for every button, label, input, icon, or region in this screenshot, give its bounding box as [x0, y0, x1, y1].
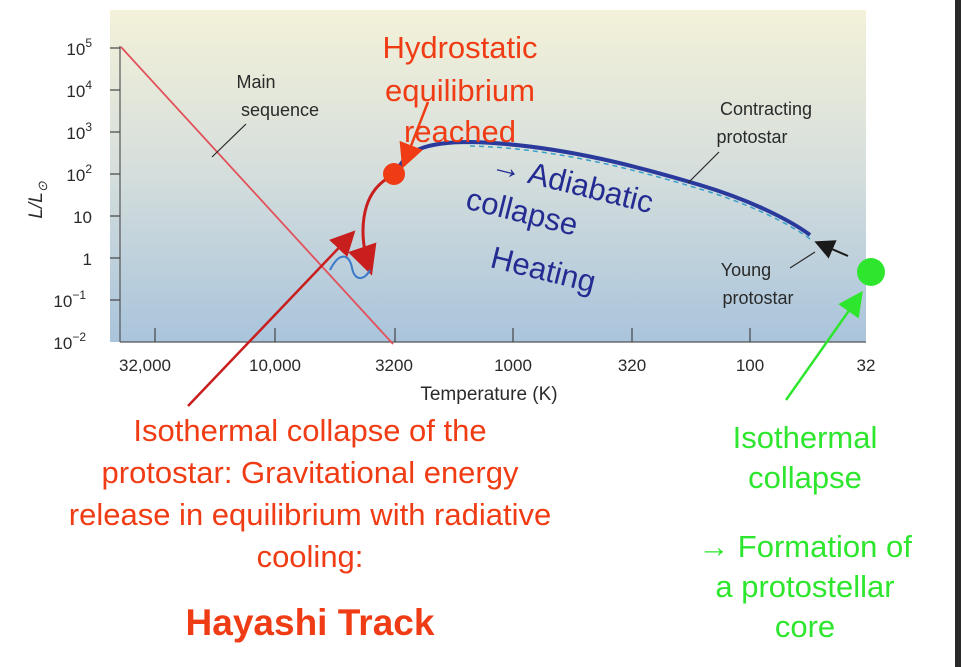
main-sequence-leader: [211, 123, 247, 158]
hydrostatic-annotation: Hydrostatic equilibrium reached: [382, 30, 537, 149]
y-tick-label: 104: [66, 78, 92, 101]
formation-line: core: [774, 609, 836, 644]
isothermal-collapse-line: protostar: Gravitational energy: [101, 455, 519, 490]
formation-text: → Formation of a protostellar core: [655, 527, 955, 647]
track-wiggle: [329, 255, 371, 279]
y-tick-label: 103: [66, 120, 92, 143]
isothermal-collapse-line: cooling:: [256, 539, 364, 574]
contracting-track: [393, 139, 812, 237]
isothermal-green-arrow: [784, 290, 863, 401]
hydrostatic-arrow: [399, 101, 430, 169]
young-protostar-leader: [789, 251, 816, 269]
contracting-protostar-label: protostar: [716, 127, 787, 147]
hydrostatic-point: [383, 163, 405, 185]
isothermal-core-point: [857, 258, 885, 286]
main-sequence-label: sequence: [241, 100, 319, 120]
hayashi-track-arrow: [348, 176, 389, 276]
x-tick-label: 100: [736, 356, 764, 375]
x-tick-label: 3200: [375, 356, 413, 375]
isothermal-red-arrow: [187, 230, 356, 407]
hayashi-track-title: Hayashi Track: [185, 602, 435, 643]
contracting-track-dash: [469, 145, 811, 240]
isothermal-core-text: Isothermal collapse: [655, 418, 955, 498]
contracting-protostar-label: Contracting: [720, 99, 812, 119]
slide-frame-edge: [955, 0, 961, 667]
young-protostar-label: protostar: [722, 288, 793, 308]
y-tick-label: 105: [66, 36, 92, 59]
y-tick-label: 10−1: [53, 288, 86, 311]
x-tick-label: 320: [618, 356, 646, 375]
isothermal-collapse-text: Isothermal collapse of the protostar: Gr…: [0, 410, 620, 578]
main-sequence-line: [120, 46, 394, 345]
y-axis-title: L/L⊙: [26, 181, 50, 218]
isothermal-collapse-line: Isothermal collapse of the: [133, 413, 487, 448]
main-sequence-label: Main: [236, 72, 275, 92]
x-tick-label: 1000: [494, 356, 532, 375]
svg-text:equilibrium: equilibrium: [385, 73, 535, 108]
x-tick-label: 32: [857, 356, 876, 375]
y-tick-label: 10−2: [53, 330, 86, 353]
svg-text:Hydrostatic: Hydrostatic: [382, 30, 537, 65]
contracting-protostar-leader: [687, 151, 720, 184]
x-tick-label: 10,000: [249, 356, 301, 375]
y-tick-label: 1: [83, 250, 92, 269]
x-ticks: [154, 328, 751, 342]
isothermal-core-line: Isothermal: [732, 420, 878, 455]
y-tick-label: 10: [73, 208, 92, 227]
x-tick-label: 32,000: [119, 356, 171, 375]
young-protostar-arrow: [814, 240, 849, 259]
x-axis-title: Temperature (K): [420, 384, 557, 405]
plot-background: [110, 10, 866, 342]
y-tick-label: 102: [66, 162, 92, 185]
formation-line: a protostellar: [715, 569, 895, 604]
young-protostar-label: Young: [721, 260, 771, 280]
isothermal-collapse-line: release in equilibrium with radiative: [68, 497, 552, 532]
formation-line: → Formation of: [698, 529, 912, 564]
isothermal-core-line: collapse: [748, 460, 862, 495]
y-ticks: [110, 47, 120, 301]
